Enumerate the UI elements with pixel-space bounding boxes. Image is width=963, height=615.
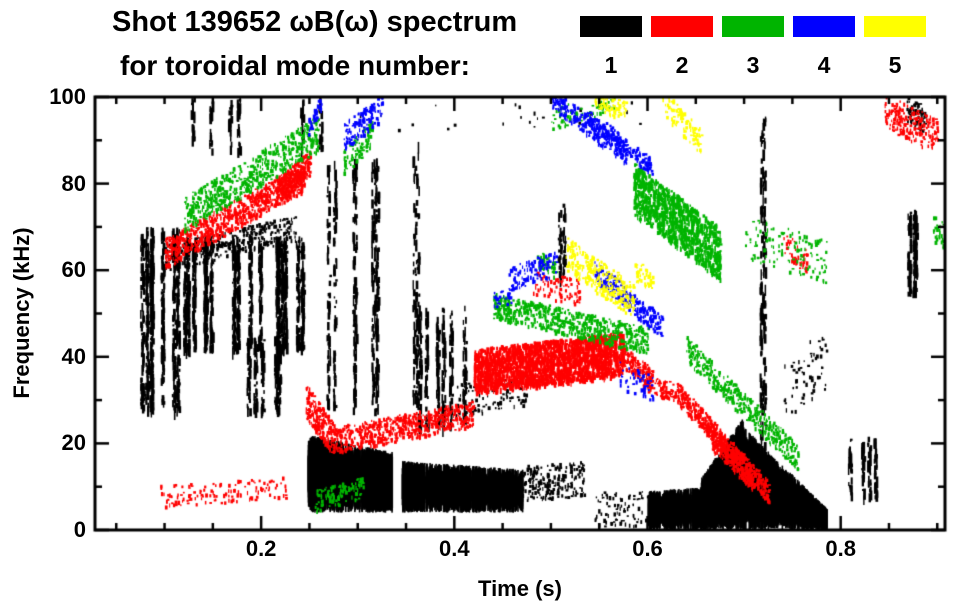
legend-label-mode-1: 1 (604, 52, 618, 78)
y-tick-label-20: 20 (61, 430, 86, 456)
x-tick-label-0.6: 0.6 (632, 536, 663, 561)
legend-swatch-mode-5 (864, 16, 926, 37)
legend-swatch-mode-2 (651, 16, 713, 37)
y-tick-label-80: 80 (61, 170, 86, 196)
legend-swatch-mode-1 (580, 16, 642, 37)
chart-title: Shot 139652 ωB(ω) spectrum (112, 6, 518, 38)
legend-label-mode-4: 4 (817, 52, 831, 78)
y-tick-label-60: 60 (61, 257, 86, 283)
legend-label-mode-2: 2 (675, 52, 689, 78)
y-tick-label-100: 100 (49, 84, 86, 109)
y-tick-label-0: 0 (73, 517, 86, 542)
legend-swatches (580, 16, 935, 37)
chart-subtitle: for toroidal mode number: (120, 50, 470, 81)
x-axis-label: Time (s) (478, 576, 562, 601)
x-tick-label-0.2: 0.2 (245, 536, 277, 561)
y-axis-label: Frequency (kHz) (9, 227, 34, 399)
y-tick-label-40: 40 (61, 343, 86, 369)
legend-swatch-mode-4 (793, 16, 855, 37)
legend-mode-numbers: 1 2 3 4 5 (580, 52, 935, 79)
legend-label-mode-5: 5 (888, 52, 902, 78)
x-tick-label-0.4: 0.4 (439, 536, 470, 561)
legend-label-mode-3: 3 (746, 52, 760, 78)
x-tick-label-0.8: 0.8 (825, 536, 856, 561)
legend-swatch-mode-3 (722, 16, 784, 37)
